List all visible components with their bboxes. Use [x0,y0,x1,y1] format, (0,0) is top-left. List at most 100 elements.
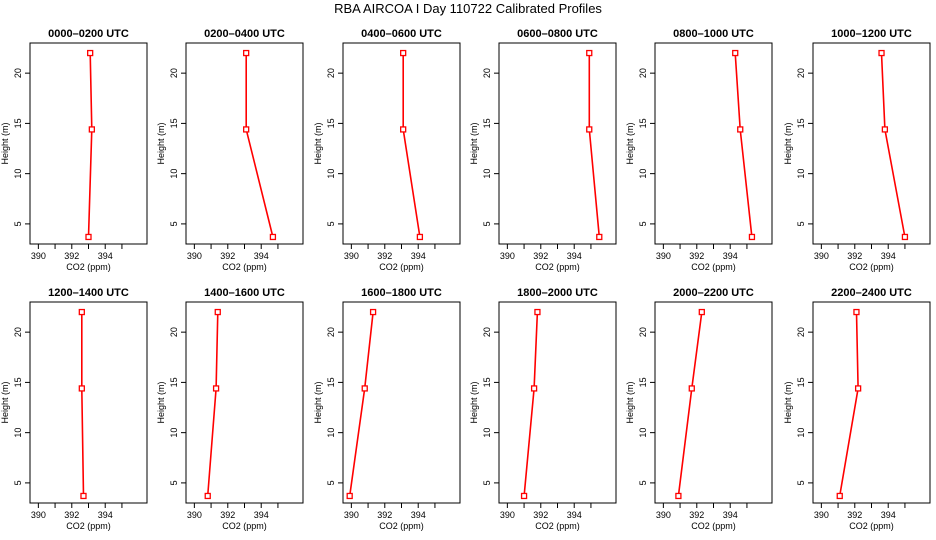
y-tick-label: 15 [638,118,648,128]
data-point [586,126,593,133]
y-tick-label: 15 [638,377,648,387]
plot-frame [498,42,617,245]
plot-frame [185,42,304,245]
y-axis-label: Height (m) [783,122,793,164]
y-tick-label: 5 [326,480,336,485]
data-point [737,126,744,133]
y-tick-label: 15 [326,377,336,387]
x-axis-label: CO2 (ppm) [379,521,424,531]
x-tick-label: 392 [377,251,392,261]
data-point [400,49,407,57]
y-axis-label: Height (m) [313,122,323,164]
y-tick-label: 5 [638,480,648,485]
x-tick-label: 394 [567,510,582,520]
y-axis-label: Height (m) [0,122,10,164]
y-tick-label: 5 [169,480,179,485]
x-tick-label: 390 [500,510,515,520]
plot-frame [812,301,931,504]
x-axis-label: CO2 (ppm) [535,262,580,272]
x-axis-label: CO2 (ppm) [222,262,267,272]
y-tick-label: 20 [796,68,806,78]
profile-line [734,53,753,238]
x-tick-label: 394 [881,251,896,261]
data-point [214,308,221,316]
x-tick-label: 392 [220,251,235,261]
data-point [534,308,541,316]
data-point [586,49,593,57]
y-tick-label: 10 [638,169,648,179]
profile-line [348,312,374,497]
profile-line [677,311,703,497]
y-tick-label: 20 [482,327,492,337]
data-point [520,492,528,500]
x-tick-label: 394 [567,251,582,261]
data-point [688,385,695,392]
y-tick-label: 20 [326,327,336,337]
x-axis-label: CO2 (ppm) [535,521,580,531]
x-tick-label: 392 [64,510,79,520]
y-tick-label: 15 [482,118,492,128]
x-axis-label: CO2 (ppm) [66,521,111,531]
profile-line [87,53,93,238]
y-tick-label: 20 [326,68,336,78]
plot-frame [812,42,931,245]
x-tick-label: 392 [533,510,548,520]
x-tick-label: 394 [411,510,426,520]
x-tick-label: 394 [411,251,426,261]
plot-frame [342,301,461,504]
data-point [878,49,885,57]
data-point [243,126,250,133]
data-point [748,233,756,241]
x-tick-label: 390 [656,510,671,520]
plot-frame [498,301,617,504]
x-tick-label: 392 [64,251,79,261]
x-tick-label: 390 [187,510,202,520]
data-point [212,385,220,392]
x-tick-label: 394 [723,251,738,261]
x-tick-label: 390 [31,251,46,261]
plot-frame [29,301,148,504]
data-point [853,308,860,316]
y-tick-label: 5 [13,480,23,485]
x-tick-label: 392 [533,251,548,261]
y-tick-label: 5 [326,221,336,226]
y-tick-label: 10 [482,428,492,438]
panel-title: 0000–0200 UTC [48,28,129,40]
y-tick-label: 10 [13,169,23,179]
data-point [361,385,368,392]
y-tick-label: 5 [13,221,23,226]
y-tick-label: 15 [326,118,336,128]
y-tick-label: 20 [13,68,23,78]
y-tick-label: 15 [169,118,179,128]
x-axis-label: CO2 (ppm) [66,262,111,272]
y-tick-label: 15 [169,377,179,387]
panel-title: 1600–1800 UTC [361,287,442,299]
y-tick-label: 5 [796,221,806,226]
profile-line [245,53,274,238]
y-tick-label: 20 [169,327,179,337]
x-tick-label: 390 [656,251,671,261]
x-tick-label: 392 [847,251,862,261]
x-tick-label: 394 [254,251,269,261]
x-tick-label: 394 [98,251,113,261]
data-point [78,308,85,316]
x-tick-label: 390 [31,510,46,520]
y-tick-label: 20 [13,327,23,337]
data-point [78,385,85,392]
profile-line [838,312,859,497]
plot-frame [654,301,773,504]
panel-title: 0200–0400 UTC [204,28,285,40]
data-point [80,492,87,500]
y-tick-label: 5 [482,221,492,226]
y-tick-label: 20 [482,68,492,78]
panel-title: 1000–1200 UTC [831,28,912,40]
